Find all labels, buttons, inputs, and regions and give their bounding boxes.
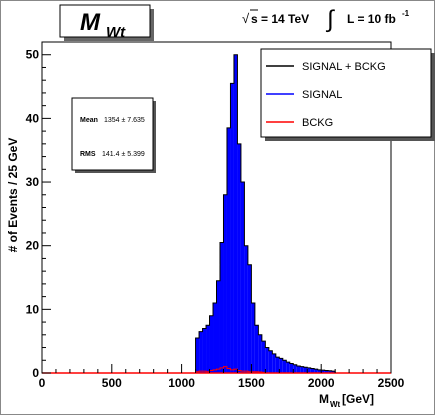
legend-label-signal: SIGNAL bbox=[302, 89, 342, 101]
stats-rms-label: RMS bbox=[80, 151, 96, 158]
signal-bar bbox=[258, 334, 262, 373]
signal-bar bbox=[247, 264, 252, 373]
sqrt-symbol: √ bbox=[242, 11, 250, 26]
signal-bar bbox=[296, 365, 301, 373]
signal-bar bbox=[213, 302, 217, 373]
signal-bar bbox=[307, 367, 311, 373]
y-tick-label: 30 bbox=[26, 175, 40, 189]
signal-histogram bbox=[195, 54, 336, 373]
run-conditions: √ s = 14 TeV ∫ L = 10 fb -1 bbox=[242, 6, 410, 33]
signal-bar bbox=[328, 370, 332, 373]
stats-mean-label: Mean bbox=[80, 117, 98, 124]
y-axis-label: # of Events / 25 GeV bbox=[6, 138, 20, 253]
x-tick-label: 2500 bbox=[378, 376, 405, 390]
signal-bar bbox=[272, 353, 276, 373]
y-tick-label: 20 bbox=[26, 239, 40, 253]
signal-bar bbox=[268, 350, 273, 373]
integral-symbol: ∫ bbox=[325, 6, 335, 33]
signal-bar bbox=[233, 54, 238, 373]
x-tick-label: 1000 bbox=[168, 376, 195, 390]
x-axis: 0 500 1000 1500 2000 2500 bbox=[39, 364, 405, 390]
signal-plus-background-outline bbox=[195, 54, 336, 373]
x-tick-label: 2000 bbox=[308, 376, 335, 390]
legend: SIGNAL + BCKG SIGNAL BCKG bbox=[260, 48, 435, 141]
signal-bar bbox=[324, 370, 329, 373]
x-axis-label: M bbox=[319, 392, 329, 406]
signal-bar bbox=[282, 360, 287, 373]
signal-bar bbox=[219, 242, 224, 373]
x-axis-title: M Wt [GeV] bbox=[319, 392, 374, 409]
stats-rms-value: 141.4 ± 5.399 bbox=[102, 151, 145, 158]
legend-label-total: SIGNAL + BCKG bbox=[302, 61, 386, 73]
signal-bar bbox=[289, 363, 294, 373]
signal-bar bbox=[195, 337, 200, 373]
y-tick-label: 10 bbox=[26, 302, 40, 316]
signal-bar bbox=[279, 358, 283, 373]
stats-mean-value: 1354 ± 7.635 bbox=[104, 117, 145, 124]
signal-bar bbox=[261, 341, 266, 373]
signal-bar bbox=[230, 83, 234, 373]
signal-bar bbox=[310, 368, 315, 373]
signal-bar bbox=[331, 371, 336, 373]
signal-bar bbox=[209, 315, 214, 373]
x-tick-label: 1500 bbox=[238, 376, 265, 390]
signal-bar bbox=[293, 364, 297, 373]
signal-bar bbox=[265, 347, 269, 373]
luminosity-label: L = 10 fb bbox=[347, 12, 396, 26]
x-tick-label: 500 bbox=[102, 376, 122, 390]
energy-label: s = 14 TeV bbox=[251, 12, 309, 26]
title-box: M Wt bbox=[59, 4, 154, 41]
signal-bar bbox=[321, 370, 325, 373]
signal-bar bbox=[251, 302, 255, 373]
signal-bar bbox=[237, 143, 241, 373]
signal-bar bbox=[206, 325, 210, 373]
signal-bar bbox=[317, 369, 322, 373]
x-axis-label-subscript: Wt bbox=[330, 400, 341, 409]
signal-bar bbox=[275, 357, 280, 373]
x-axis-unit: [GeV] bbox=[342, 392, 374, 406]
signal-bar bbox=[314, 369, 318, 373]
signal-bar bbox=[216, 280, 220, 373]
signal-bar bbox=[223, 194, 227, 373]
signal-bar bbox=[303, 367, 308, 373]
signal-bar bbox=[244, 245, 248, 373]
signal-bar bbox=[226, 127, 231, 373]
x-tick-label: 0 bbox=[39, 376, 46, 390]
signal-bar bbox=[286, 362, 290, 373]
stats-box-frame bbox=[71, 97, 154, 171]
signal-bar bbox=[300, 366, 304, 373]
y-tick-label: 40 bbox=[26, 111, 40, 125]
signal-bar bbox=[199, 331, 203, 373]
signal-bar bbox=[254, 325, 259, 373]
title-box-frame bbox=[59, 4, 151, 38]
luminosity-exponent: -1 bbox=[402, 9, 410, 18]
signal-bar bbox=[202, 328, 207, 373]
background-outline bbox=[195, 366, 266, 373]
chart-title: M bbox=[80, 9, 101, 36]
signal-bar bbox=[240, 182, 245, 373]
y-tick-label: 0 bbox=[32, 366, 39, 380]
y-axis: 0 10 20 30 40 50 bbox=[26, 41, 51, 380]
y-tick-label: 50 bbox=[26, 48, 40, 62]
legend-label-background: BCKG bbox=[302, 117, 333, 129]
stats-box: Mean 1354 ± 7.635 RMS 141.4 ± 5.399 bbox=[71, 97, 156, 173]
chart-title-subscript: Wt bbox=[106, 24, 126, 41]
